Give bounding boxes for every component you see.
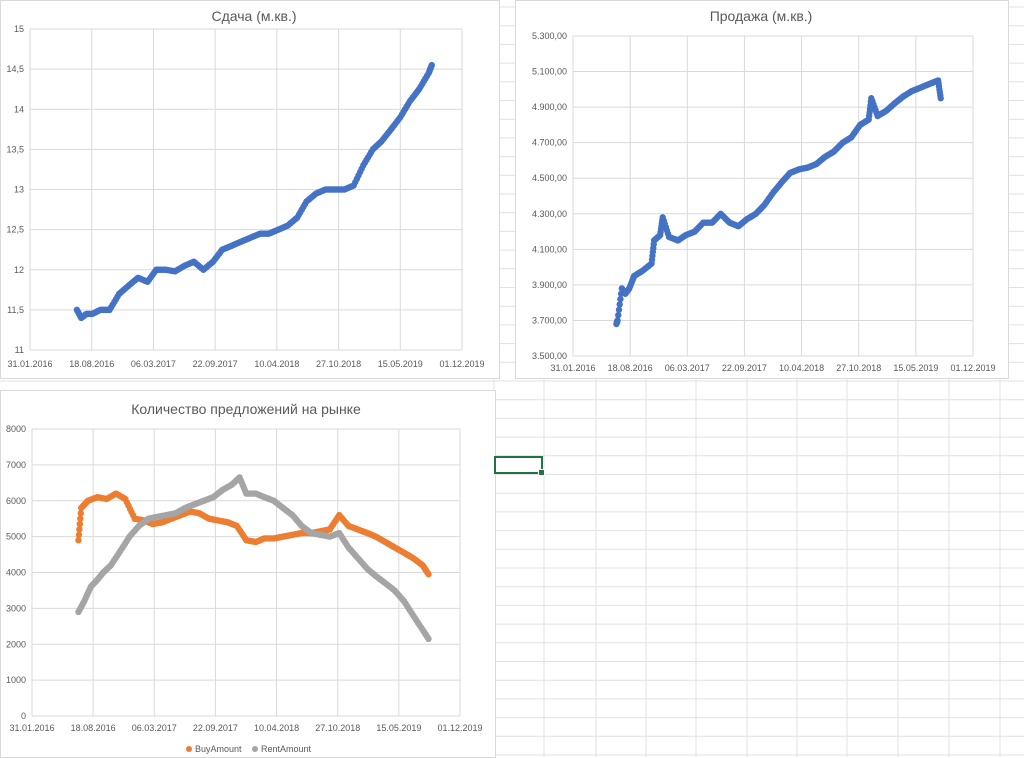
data-point xyxy=(937,95,944,102)
x-tick-label: 15.05.2019 xyxy=(376,723,421,733)
y-tick-label: 5.100,00 xyxy=(532,67,567,77)
y-tick-label: 7000 xyxy=(6,460,26,470)
y-tick-label: 3.700,00 xyxy=(532,315,567,325)
y-tick-label: 11 xyxy=(15,345,24,355)
y-tick-label: 14,5 xyxy=(6,64,24,74)
x-tick-label: 15.05.2019 xyxy=(378,359,423,369)
chart-offers-canvas: Количество предложений на рынке 31.01.20… xyxy=(6,401,483,754)
y-tick-label: 8000 xyxy=(6,424,26,434)
selected-cell[interactable] xyxy=(494,456,545,476)
x-tick-label: 10.04.2018 xyxy=(254,723,299,733)
data-point xyxy=(614,317,621,324)
chart-rent[interactable]: Сдача (м.кв.) 31.01.2016 18.08.2016 06.03.… xyxy=(0,0,500,379)
data-point-fill xyxy=(77,510,84,517)
x-tick-label: 06.03.2017 xyxy=(132,723,177,733)
y-tick-label: 11,5 xyxy=(7,305,24,315)
y-tick-label: 13 xyxy=(14,185,24,195)
x-tick-label: 01.12.2019 xyxy=(437,723,482,733)
y-tick-label: 4000 xyxy=(6,568,26,578)
data-point-fill xyxy=(617,295,624,303)
chart-offers[interactable]: Количество предложений на рынке 31.01.20… xyxy=(0,390,496,758)
x-tick-label: 31.01.2016 xyxy=(7,359,52,369)
data-point-fill xyxy=(616,301,623,308)
y-tick-label: 1000 xyxy=(6,675,26,685)
x-tick-label: 31.01.2016 xyxy=(550,363,595,373)
legend-label: RentAmount xyxy=(261,744,312,754)
series-RentAmount xyxy=(75,474,432,643)
x-tick-label: 01.12.2019 xyxy=(439,359,484,369)
legend-marker xyxy=(252,746,258,752)
chart-rent-title: Сдача (м.кв.) xyxy=(211,8,296,24)
data-point-fill xyxy=(75,531,83,539)
y-tick-label: 2000 xyxy=(6,639,26,649)
data-point-fill xyxy=(615,306,623,313)
y-tick-label: 15 xyxy=(14,24,24,34)
chart-sale-canvas: Продажа (м.кв.) 31.01.2016 18.08.2016 06.0… xyxy=(532,8,996,373)
x-tick-label: 22.09.2017 xyxy=(193,359,238,369)
chart-sale-title: Продажа (м.кв.) xyxy=(710,8,813,24)
data-point-fill xyxy=(77,515,84,522)
y-tick-label: 12 xyxy=(14,265,24,275)
x-tick-label: 31.01.2016 xyxy=(9,723,54,733)
series-rent xyxy=(73,61,435,322)
x-tick-label: 27.10.2018 xyxy=(316,359,361,369)
y-tick-label: 4.100,00 xyxy=(532,244,567,254)
x-tick-label: 18.08.2016 xyxy=(69,359,114,369)
y-tick-label: 4.500,00 xyxy=(532,173,567,183)
data-point-fill xyxy=(615,311,622,319)
y-tick-label: 0 xyxy=(21,711,26,721)
data-point xyxy=(428,61,435,69)
data-point xyxy=(425,635,432,643)
legend-marker xyxy=(186,746,192,752)
x-tick-label: 10.04.2018 xyxy=(254,359,299,369)
x-tick-label: 06.03.2017 xyxy=(665,363,710,373)
data-point xyxy=(75,537,82,544)
x-tick-label: 06.03.2017 xyxy=(131,359,176,369)
x-tick-label: 22.09.2017 xyxy=(722,363,767,373)
chart-sale[interactable]: Продажа (м.кв.) 31.01.2016 18.08.2016 06.0… xyxy=(515,0,1009,379)
y-tick-label: 5.300,00 xyxy=(532,31,567,41)
data-point xyxy=(425,571,432,578)
x-tick-label: 18.08.2016 xyxy=(608,363,653,373)
y-tick-label: 4.700,00 xyxy=(532,138,567,148)
x-tick-label: 27.10.2018 xyxy=(315,723,360,733)
legend-label: BuyAmount xyxy=(195,744,242,754)
y-tick-label: 14 xyxy=(14,104,24,114)
x-tick-label: 01.12.2019 xyxy=(950,363,995,373)
y-tick-label: 12,5 xyxy=(6,225,24,235)
y-tick-label: 6000 xyxy=(6,496,26,506)
x-tick-label: 27.10.2018 xyxy=(836,363,881,373)
x-tick-label: 18.08.2016 xyxy=(71,723,116,733)
x-tick-label: 10.04.2018 xyxy=(779,363,824,373)
y-tick-label: 4.900,00 xyxy=(532,102,567,112)
data-point-fill xyxy=(76,526,83,533)
y-tick-label: 3000 xyxy=(6,603,26,613)
chart-rent-canvas: Сдача (м.кв.) 31.01.2016 18.08.2016 06.03.… xyxy=(6,8,484,369)
data-point-fill xyxy=(76,520,84,528)
x-tick-label: 22.09.2017 xyxy=(193,723,238,733)
y-tick-label: 5000 xyxy=(6,532,26,542)
x-tick-label: 15.05.2019 xyxy=(893,363,938,373)
y-tick-label: 3.500,00 xyxy=(532,351,567,361)
y-tick-label: 4.300,00 xyxy=(532,209,567,219)
series-sale xyxy=(613,77,944,328)
y-tick-label: 3.900,00 xyxy=(532,280,567,290)
y-tick-label: 13,5 xyxy=(6,144,24,154)
chart-offers-title: Количество предложений на рынке xyxy=(131,401,361,417)
